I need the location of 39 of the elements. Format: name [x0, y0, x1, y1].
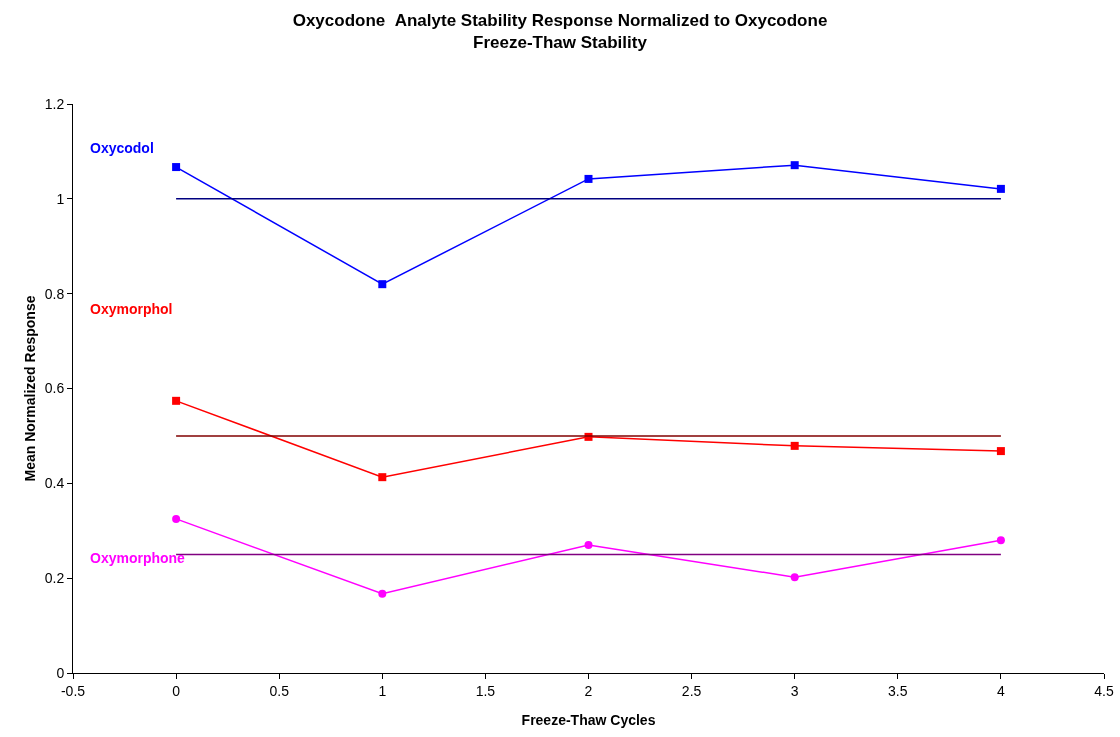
- point: [790, 161, 799, 170]
- x-tick-label: -0.5: [60, 682, 86, 699]
- y-axis-title: Mean Normalized Response: [22, 295, 38, 482]
- point: [790, 441, 799, 450]
- x-tick-label: 4.5: [1094, 682, 1114, 699]
- x-tick-label: 2: [584, 682, 593, 699]
- x-tick-label: 1.5: [475, 682, 496, 699]
- x-tick-label: 0: [172, 682, 181, 699]
- y-tick-label: 1: [56, 190, 65, 207]
- y-tick-label: 1.2: [44, 95, 65, 112]
- y-tick-label: 0.2: [44, 570, 65, 587]
- series-label: Oxycodol: [90, 140, 154, 156]
- x-tick-label: 2.5: [681, 682, 702, 699]
- chart-subtitle: Freeze-Thaw Stability: [473, 32, 648, 52]
- point: [172, 163, 181, 172]
- x-tick-label: 4: [997, 682, 1005, 699]
- x-tick-label: 0.5: [269, 682, 290, 699]
- point: [584, 174, 593, 183]
- point: [378, 473, 387, 482]
- point: [996, 184, 1005, 193]
- x-axis-title: Freeze-Thaw Cycles: [521, 712, 656, 728]
- point: [996, 447, 1005, 456]
- point: [378, 280, 387, 289]
- y-tick-label: 0: [56, 664, 65, 681]
- chart-title: Oxycodone Analyte Stability Response Normalized to Oxycodone: [292, 10, 828, 30]
- y-tick-label: 0.6: [44, 380, 65, 397]
- point: [996, 536, 1005, 545]
- point: [584, 540, 593, 549]
- point: [378, 589, 387, 598]
- x-tick-label: 3.5: [888, 682, 908, 699]
- x-tick-label: 1: [378, 682, 387, 699]
- series-label: Oxymorphone: [90, 550, 186, 566]
- text: Oxymorphol: [90, 301, 173, 317]
- x-tick-label: 3: [790, 682, 799, 699]
- point: [172, 514, 181, 523]
- y-tick-label: 0.8: [44, 285, 65, 302]
- point: [172, 396, 181, 405]
- y-tick-label: 0.4: [44, 475, 65, 492]
- point: [790, 573, 799, 582]
